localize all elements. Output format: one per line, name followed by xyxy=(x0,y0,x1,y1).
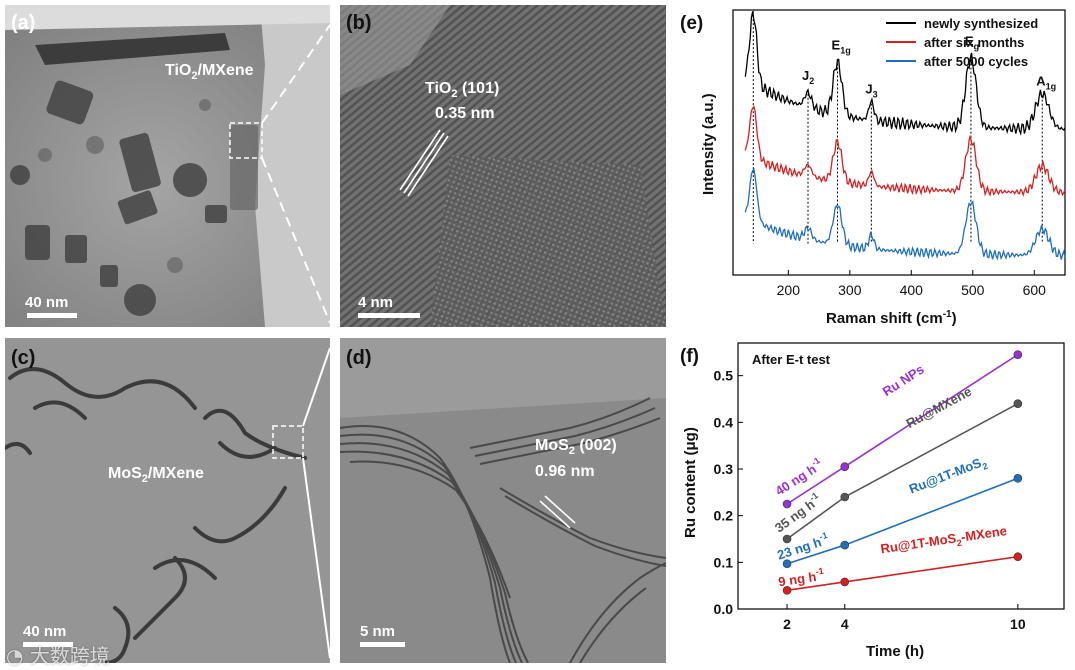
y-tick-label-f: 0.1 xyxy=(714,554,734,570)
raman-series-2 xyxy=(744,167,1066,261)
series-name-f: Ru NPs xyxy=(880,361,927,399)
scale-bar-d xyxy=(360,642,405,647)
label-a: TiO2/MXene xyxy=(165,62,254,82)
x-tick-label-e: 500 xyxy=(961,282,985,298)
rate-label-f: 40 ng h-1 xyxy=(771,455,825,498)
panel-letter-a: (a) xyxy=(11,12,35,34)
data-point-f xyxy=(1013,474,1023,483)
scale-text-b: 4 nm xyxy=(358,294,393,311)
rate-label-f: 9 ng h-1 xyxy=(777,566,825,590)
peak-label-e: J2 xyxy=(802,68,814,86)
watermark-text: 大数跨境 xyxy=(29,644,110,668)
watermark-logo-icon: ◔ xyxy=(6,644,30,668)
series-name-f: Ru@1T-MoS2-MXene xyxy=(880,523,1009,559)
zoom-box-a xyxy=(229,122,263,159)
series-name-f: Ru@MXene xyxy=(904,384,974,431)
legend-label-e: newly synthesized xyxy=(924,16,1038,31)
panel-f: (f) After E-t test 2 4 10 0.0 0.1 0.2 0.3 0.4 0.… xyxy=(676,338,1071,665)
zoom-box-c xyxy=(272,425,304,459)
data-point-f xyxy=(840,540,850,550)
series-name-f: Ru@1T-MoS2 xyxy=(907,453,989,499)
micrograph-a: (a) TiO2/MXene 40 nm xyxy=(5,5,330,327)
panel-letter-e: (e) xyxy=(680,13,703,34)
plot-frame-f xyxy=(737,342,1065,610)
y-tick-label-f: 0.5 xyxy=(714,368,734,384)
data-point-f xyxy=(782,499,792,509)
data-point-f xyxy=(840,577,850,587)
data-point-f xyxy=(782,534,792,544)
y-tick-label-f: 0.0 xyxy=(714,601,734,617)
y-tick-label-f: 0.4 xyxy=(714,414,734,430)
micrograph-c: (c) MoS2/MXene 40 nm xyxy=(5,338,330,663)
scale-text-c: 40 nm xyxy=(23,623,66,640)
label-d: MoS2 (002) xyxy=(535,437,617,457)
raman-series-1 xyxy=(744,105,1066,197)
y-tick-label-f: 0.2 xyxy=(714,508,734,524)
scale-bar-b xyxy=(358,313,420,318)
peak-label-e: Eg xyxy=(965,34,979,52)
data-point-f xyxy=(782,559,792,569)
spacing-b: 0.35 nm xyxy=(435,105,495,122)
panel-letter-d: (d) xyxy=(346,347,372,369)
data-point-f xyxy=(840,492,850,502)
x-tick-label-f: 2 xyxy=(783,616,791,632)
data-point-f xyxy=(1013,552,1023,562)
spacing-d: 0.96 nm xyxy=(535,463,595,480)
micrograph-b: (b) TiO2 (101) 0.35 nm 4 nm xyxy=(340,5,666,327)
raman-chart: (e) 200 300 400 500 600 J1 J2 E1g J3 Eg A1g newly… xyxy=(680,5,1066,327)
panel-letter-f: (f) xyxy=(680,346,699,367)
watermark: ◔ 大数跨境 xyxy=(6,640,110,668)
data-point-f xyxy=(1013,350,1023,359)
xlabel-f: Time (h) xyxy=(866,643,924,660)
x-tick-label-e: 400 xyxy=(900,282,924,298)
panel-b: (b) TiO2 (101) 0.35 nm 4 nm xyxy=(340,5,666,327)
scale-bar-a xyxy=(27,313,77,318)
annotation-f: After E-t test xyxy=(752,352,831,367)
series-line-f-1 xyxy=(786,402,1019,540)
rate-label-f: 23 ng h-1 xyxy=(775,530,831,563)
panel-letter-c: (c) xyxy=(11,347,35,369)
x-tick-label-f: 10 xyxy=(1010,616,1026,632)
data-point-f xyxy=(1013,399,1023,408)
ru-content-chart: (f) After E-t test 2 4 10 0.0 0.1 0.2 0.3 0.4 0.… xyxy=(680,342,1065,660)
legend-label-e: after six months xyxy=(924,35,1024,50)
peak-label-e: J1 xyxy=(747,5,759,7)
panel-d: (d) MoS2 (002) 0.96 nm 5 nm xyxy=(340,338,666,663)
ylabel-f: Ru content (μg) xyxy=(682,427,699,538)
peak-label-e: E1g xyxy=(832,37,851,55)
peak-label-e: A1g xyxy=(1036,74,1056,92)
plot-frame-e xyxy=(732,9,1066,276)
x-tick-label-e: 600 xyxy=(1023,282,1047,298)
panel-letter-b: (b) xyxy=(346,12,372,34)
data-point-f xyxy=(840,462,850,471)
x-tick-label-f: 4 xyxy=(841,616,849,632)
data-point-f xyxy=(782,586,792,595)
label-c: MoS2/MXene xyxy=(108,465,204,485)
xlabel-e: Raman shift (cm-1) xyxy=(826,309,957,327)
x-tick-label-e: 200 xyxy=(777,282,801,298)
legend-label-e: after 5000 cycles xyxy=(924,54,1028,69)
y-tick-label-f: 0.3 xyxy=(714,461,734,477)
peak-label-e: J3 xyxy=(865,82,877,100)
scale-text-a: 40 nm xyxy=(25,294,68,311)
raman-series-0 xyxy=(744,11,1066,136)
ylabel-e: Intensity (a.u.) xyxy=(700,93,717,195)
scale-text-d: 5 nm xyxy=(360,623,395,640)
x-tick-label-e: 300 xyxy=(838,282,862,298)
panel-a: (a) TiO2/MXene 40 nm xyxy=(5,5,330,327)
micrograph-d: (d) MoS2 (002) 0.96 nm 5 nm xyxy=(340,338,666,663)
panel-c: (c) MoS2/MXene 40 nm xyxy=(5,338,330,663)
panel-e: (e) 200 300 400 500 600 J1 J2 E1g J3 Eg A1g newly… xyxy=(676,5,1071,332)
scale-bar-c xyxy=(23,642,73,647)
label-b: TiO2 (101) xyxy=(425,80,499,100)
